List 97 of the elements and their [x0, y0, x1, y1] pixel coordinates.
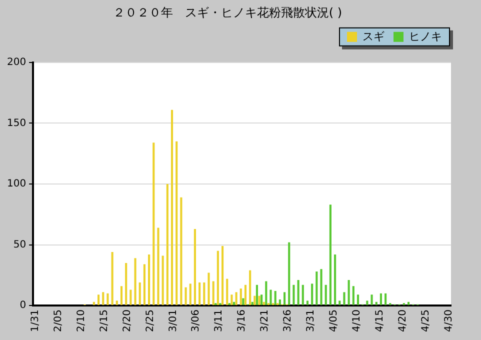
bar: [212, 281, 214, 306]
x-tick-label: 3/31: [306, 310, 317, 332]
x-tick-label: 4/10: [351, 310, 362, 332]
bar: [260, 294, 263, 306]
bar: [320, 269, 322, 306]
bar: [208, 272, 210, 306]
bar: [92, 302, 95, 306]
x-tick-label: 3/26: [282, 310, 294, 332]
bar: [270, 290, 272, 306]
bar: [384, 293, 387, 306]
x-tick-label: 3/21: [260, 310, 271, 332]
legend-label: ヒノキ: [409, 30, 442, 43]
x-tick-label: 2/20: [122, 310, 133, 332]
bar: [324, 284, 327, 306]
bar: [338, 300, 341, 306]
bar: [198, 282, 201, 306]
bar: [356, 294, 360, 306]
bar: [343, 292, 346, 306]
bar: [311, 284, 314, 306]
y-tick-label: 50: [13, 239, 26, 250]
bar: [97, 294, 100, 306]
bar: [221, 246, 224, 306]
bar: [316, 272, 318, 306]
y-tick-label: 150: [6, 118, 26, 129]
bar: [116, 300, 118, 306]
x-tick-label: 4/25: [420, 310, 432, 332]
chart-title: ２０２０年 スギ・ヒノキ花粉飛散状況( ): [112, 5, 342, 20]
x-tick-label: 2/05: [52, 310, 64, 332]
bar: [162, 256, 164, 306]
bar: [138, 282, 141, 306]
bar: [254, 296, 256, 306]
x-tick-label: 3/06: [190, 310, 202, 332]
bar: [334, 254, 336, 306]
bar: [180, 197, 182, 306]
bar: [125, 262, 128, 306]
bar: [329, 204, 332, 306]
bar: [375, 302, 378, 306]
y-tick-label: 100: [6, 178, 26, 190]
bar: [194, 228, 196, 306]
bar: [251, 302, 254, 306]
bar: [262, 302, 265, 306]
bar: [157, 228, 160, 306]
x-tick-label: 1/31: [30, 310, 41, 332]
x-tick-label: 4/05: [328, 310, 340, 332]
y-tick-label: 0: [20, 300, 26, 312]
bar: [232, 302, 236, 306]
bar: [240, 288, 242, 306]
bar: [143, 264, 146, 306]
x-tick-label: 4/15: [374, 310, 386, 332]
bar: [176, 141, 178, 306]
bar: [380, 293, 382, 306]
bar: [283, 292, 286, 306]
bar: [120, 286, 123, 306]
bar: [288, 242, 290, 306]
bar: [278, 299, 281, 306]
bar: [244, 284, 247, 306]
x-tick-label: 3/16: [236, 310, 248, 332]
bar: [302, 284, 304, 306]
bar: [249, 270, 252, 306]
bar: [407, 302, 410, 306]
bar: [348, 280, 350, 306]
bar: [184, 287, 187, 306]
bar: [292, 284, 295, 306]
bar: [256, 284, 258, 306]
x-tick-label: 4/30: [443, 310, 454, 332]
bar: [352, 286, 354, 306]
x-tick-label: 4/20: [397, 310, 408, 332]
bar: [130, 290, 132, 306]
bar: [148, 254, 150, 306]
bar: [203, 282, 206, 306]
legend-label: スギ: [362, 30, 384, 43]
bar: [230, 294, 233, 306]
bar: [216, 250, 219, 306]
bar: [274, 290, 276, 306]
x-tick-label: 2/10: [76, 310, 87, 332]
y-tick-label: 200: [6, 56, 26, 68]
bar: [111, 252, 114, 306]
bar: [170, 110, 174, 306]
bar: [265, 281, 268, 306]
bar: [106, 293, 109, 306]
bar: [258, 296, 260, 306]
x-tick-label: 2/25: [144, 310, 156, 332]
bar: [226, 278, 228, 306]
bar: [166, 184, 168, 306]
bar: [235, 292, 238, 306]
bar: [242, 298, 244, 306]
bar: [189, 284, 192, 306]
bar: [366, 300, 368, 306]
bar: [370, 294, 373, 306]
x-tick-label: 2/15: [98, 310, 110, 332]
bar: [134, 258, 136, 306]
x-tick-label: 3/11: [214, 310, 225, 332]
x-tick-label: 3/01: [168, 310, 179, 332]
bar: [297, 280, 300, 306]
bar: [152, 142, 155, 306]
bar: [306, 300, 309, 306]
bar: [102, 292, 104, 306]
